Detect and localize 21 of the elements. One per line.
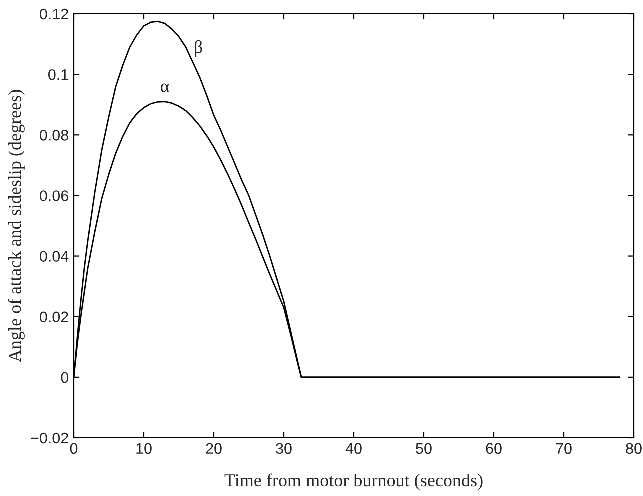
y-tick-label: 0.08: [40, 130, 68, 141]
x-tick-label: 60: [486, 443, 502, 454]
x-tick-label: 80: [626, 443, 642, 454]
x-tick-label: 20: [206, 443, 222, 454]
y-tick-label: 0: [61, 372, 69, 384]
x-tick-label: 30: [276, 443, 292, 454]
x-tick-label: 10: [136, 443, 152, 454]
y-tick-label: 0.1: [48, 69, 68, 80]
x-tick-label: 50: [416, 443, 432, 454]
series-label: α: [160, 84, 170, 92]
y-tick-label: −0.02: [31, 432, 68, 444]
x-axis-title: Time from motor burnout (seconds): [224, 474, 483, 490]
y-tick-label: 0.06: [40, 190, 68, 202]
legend-label: β: [195, 40, 202, 57]
x-tick-label: 40: [346, 443, 362, 454]
y-axis-title: Angle of attack and sideslip (degrees): [8, 90, 25, 362]
y-tick-label: 0.02: [40, 312, 68, 323]
x-tick-label: 0: [70, 443, 78, 454]
y-tick-label: 0.04: [40, 251, 69, 262]
y-tick-label: 0.12: [40, 8, 68, 20]
x-tick-label: 70: [556, 443, 572, 454]
